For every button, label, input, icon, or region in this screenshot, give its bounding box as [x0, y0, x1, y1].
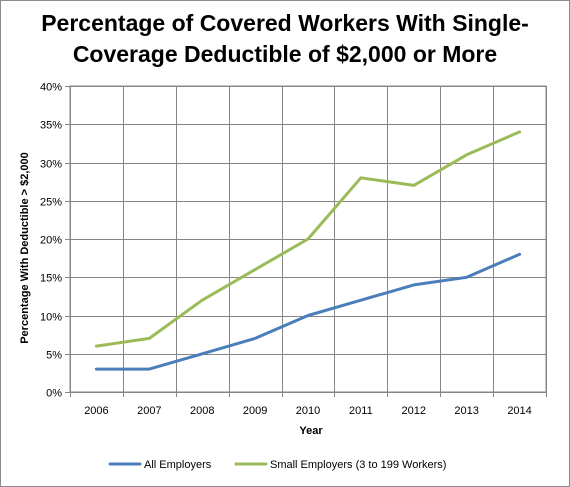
series-line-0 [94, 252, 522, 371]
x-tick-label: 2009 [243, 405, 267, 417]
x-axis-title: Year [299, 425, 323, 437]
y-tick-label: 30% [40, 159, 62, 171]
tick-layer: 0% 5% 10% 15% 20% 25% 30% 35% 40% 2006 2007 2008 200… [40, 82, 532, 418]
y-tick-label: 0% [46, 388, 62, 400]
chart-title-line-2: Coverage Deductible of $2,000 or More [72, 41, 498, 67]
chart-title: Percentage of Covered Workers With Singl… [1, 8, 569, 70]
legend: All Employers Small Employers (3 to 199 W… [108, 459, 446, 471]
chart-title-line-1: Percentage of Covered Workers With Singl… [41, 10, 529, 36]
y-tick-label: 5% [46, 350, 62, 362]
y-tick-label: 35% [40, 120, 62, 132]
y-tick-label: 15% [40, 273, 62, 285]
x-tick-label: 2011 [349, 405, 373, 417]
y-axis-title: Percentage With Deductible > $2,000 [19, 152, 31, 344]
y-tick-label: 40% [40, 82, 62, 94]
x-tick-label: 2006 [84, 405, 108, 417]
x-tick-label: 2008 [190, 405, 214, 417]
y-tick-label: 10% [40, 312, 62, 324]
x-tick-label: 2010 [296, 405, 320, 417]
legend-label-0: All Employers [144, 459, 212, 471]
series-line-1 [94, 130, 522, 348]
y-tick-label: 25% [40, 197, 62, 209]
x-tick-label: 2014 [507, 405, 531, 417]
y-tick-label: 20% [40, 235, 62, 247]
legend-label-1: Small Employers (3 to 199 Workers) [270, 459, 446, 471]
x-tick-label: 2007 [137, 405, 161, 417]
x-tick-label: 2012 [402, 405, 426, 417]
series-layer [94, 130, 522, 371]
x-tick-label: 2013 [454, 405, 478, 417]
